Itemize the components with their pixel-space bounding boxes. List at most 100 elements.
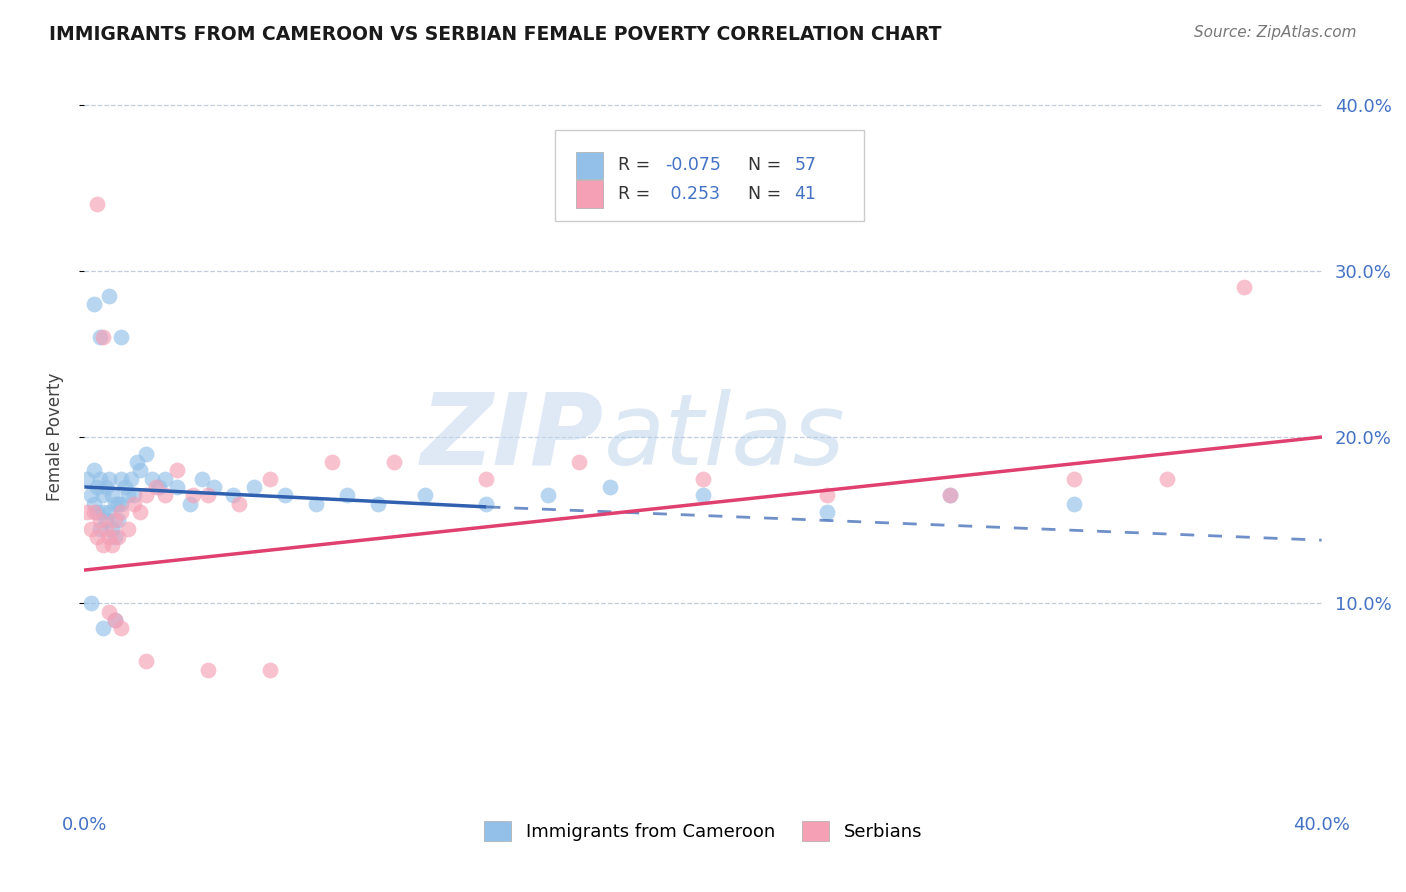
Point [259,663,281,677]
Point [107,513,129,527]
Point [89,330,111,344]
Point [336,488,359,502]
Point [122,497,145,511]
Text: ZIP: ZIP [420,389,605,485]
Point [89,521,111,535]
Point [79,596,101,610]
Text: R =: R = [617,156,655,175]
Point [321,455,343,469]
Point [91,538,114,552]
Point [692,488,714,502]
Point [104,613,127,627]
Point [120,472,142,486]
Point [107,530,129,544]
Point [197,488,219,502]
Point [148,480,170,494]
Point [86,530,108,544]
Point [243,480,266,494]
Point [222,488,245,502]
Text: Source: ZipAtlas.com: Source: ZipAtlas.com [1194,25,1357,40]
Point [568,455,591,469]
Point [1156,472,1178,486]
Point [94,513,117,527]
Point [94,521,117,535]
Point [122,488,145,502]
Point [181,488,204,502]
Point [367,497,389,511]
Point [125,455,148,469]
Point [91,505,114,519]
Point [104,513,127,527]
Point [98,505,121,519]
Point [98,605,121,619]
Point [110,472,132,486]
Point [91,330,114,344]
Point [76,505,98,519]
Point [1233,280,1256,294]
Point [89,513,111,527]
Text: -0.075: -0.075 [665,156,720,175]
Point [98,472,121,486]
Point [104,497,127,511]
Point [202,480,225,494]
FancyBboxPatch shape [554,130,863,221]
Point [94,480,117,494]
Point [129,505,152,519]
Text: 0.253: 0.253 [665,186,720,203]
Point [191,472,214,486]
Point [537,488,560,502]
Text: IMMIGRANTS FROM CAMEROON VS SERBIAN FEMALE POVERTY CORRELATION CHART: IMMIGRANTS FROM CAMEROON VS SERBIAN FEMA… [49,25,942,44]
Point [166,463,188,477]
Point [129,463,152,477]
Point [228,497,250,511]
Point [104,530,127,544]
Point [83,463,105,477]
Text: R =: R = [617,186,655,203]
Point [110,621,132,635]
Point [110,505,132,519]
Point [107,497,129,511]
Point [599,480,621,494]
Bar [575,152,603,179]
Point [939,488,962,502]
Point [76,472,98,486]
Y-axis label: Female Poverty: Female Poverty [45,373,63,501]
Point [101,488,124,502]
Point [86,197,108,211]
Point [114,480,136,494]
Legend: Immigrants from Cameroon, Serbians: Immigrants from Cameroon, Serbians [477,814,929,848]
Point [939,488,962,502]
Text: N =: N = [748,156,786,175]
Point [110,497,132,511]
Point [141,472,163,486]
Point [86,480,108,494]
Point [101,538,124,552]
Point [259,472,281,486]
Point [197,663,219,677]
Point [135,488,157,502]
Text: 57: 57 [794,156,817,175]
Point [86,505,108,519]
Point [274,488,297,502]
Point [101,521,124,535]
Point [135,655,157,669]
Point [153,472,176,486]
Text: N =: N = [748,186,786,203]
Point [1063,497,1085,511]
Point [153,488,176,502]
Point [166,480,188,494]
Point [79,521,101,535]
Point [83,497,105,511]
Point [179,497,201,511]
Point [79,488,101,502]
Point [305,497,328,511]
Bar [575,180,603,208]
Point [104,613,127,627]
Point [135,447,157,461]
Point [382,455,405,469]
Point [692,472,714,486]
Point [1063,472,1085,486]
Point [475,472,498,486]
Text: 41: 41 [794,186,817,203]
Point [83,505,105,519]
